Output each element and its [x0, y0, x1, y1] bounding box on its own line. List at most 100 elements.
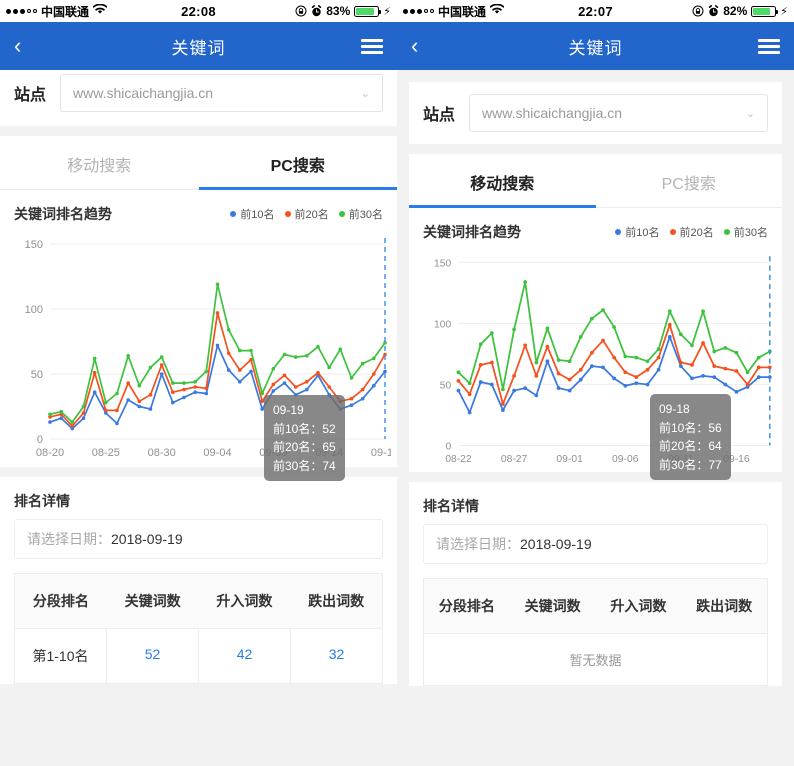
status-bar-left-group: 中国联通 — [6, 3, 295, 20]
svg-text:08-22: 08-22 — [445, 454, 472, 465]
site-select[interactable]: www.shicaichangjia.cn ⌄ — [469, 94, 768, 132]
legend-label: 前20名 — [679, 227, 714, 239]
hamburger-menu-icon[interactable] — [758, 38, 780, 54]
back-button[interactable]: ‹ — [14, 33, 22, 58]
chart-legend: 前10名 前20名 前30名 — [615, 224, 768, 240]
status-bar-right-group: 83% ⚡ — [295, 4, 391, 18]
date-picker-value: 2018-09-19 — [520, 536, 592, 553]
column-header-keywords: 关键词数 — [106, 574, 199, 629]
rank-table: 分段排名 关键词数 升入词数 跌出词数 暂无数据 — [423, 578, 768, 687]
svg-text:08-25: 08-25 — [92, 447, 120, 459]
tab-mobile-search[interactable]: 移动搜索 — [67, 158, 132, 175]
legend-item-top30: 前30名 — [338, 206, 383, 222]
status-bar-left-group: 中国联通 — [403, 3, 692, 20]
legend-item-top30: 前30名 — [723, 224, 768, 240]
tab-mobile-search[interactable]: 移动搜索 — [409, 154, 596, 208]
column-header-range: 分段排名 — [15, 574, 107, 629]
column-header-keywords: 关键词数 — [509, 579, 596, 635]
rotation-lock-icon — [692, 5, 704, 17]
rank-table: 分段排名 关键词数 升入词数 跌出词数 第1-10名 52 42 32 — [14, 573, 383, 684]
column-header-down: 跌出词数 — [681, 579, 767, 635]
svg-text:150: 150 — [434, 259, 451, 270]
rank-detail-card: 排名详情 请选择日期： 2018-09-19 分段排名 关键词数 升入词数 跌出… — [409, 482, 782, 687]
legend-label: 前10名 — [625, 227, 660, 239]
battery-icon — [354, 5, 382, 17]
site-select-value: www.shicaichangjia.cn — [73, 85, 214, 101]
svg-text:09-04: 09-04 — [203, 447, 231, 459]
battery-icon — [751, 5, 779, 17]
cell-range: 第1-10名 — [15, 629, 107, 684]
legend-item-top20: 前20名 — [669, 224, 714, 240]
alarm-clock-icon — [311, 5, 322, 17]
date-picker-value: 2018-09-19 — [111, 531, 183, 547]
site-select-value: www.shicaichangjia.cn — [482, 105, 623, 121]
svg-text:08-27: 08-27 — [501, 454, 528, 465]
rotation-lock-icon — [295, 5, 307, 17]
rank-detail-title: 排名详情 — [423, 498, 479, 515]
chevron-down-icon: ⌄ — [745, 107, 755, 120]
chevron-down-icon: ⌄ — [360, 87, 370, 100]
site-select[interactable]: www.shicaichangjia.cn ⌄ — [60, 74, 383, 112]
svg-text:09-06: 09-06 — [612, 454, 639, 465]
date-picker-placeholder: 请选择日期： — [436, 536, 520, 553]
tab-pc-search[interactable]: PC搜索 — [661, 176, 716, 193]
svg-text:09-16: 09-16 — [723, 454, 750, 465]
chart-title: 关键词排名趋势 — [14, 206, 112, 222]
legend-item-top10: 前10名 — [230, 206, 275, 222]
carrier-name: 中国联通 — [438, 4, 487, 19]
page-content-left: 站点 www.shicaichangjia.cn ⌄ 移动搜索 PC搜索 关键词… — [0, 70, 397, 766]
legend-item-top20: 前20名 — [284, 206, 329, 222]
svg-text:09-11: 09-11 — [668, 454, 694, 465]
status-bar-right: 中国联通 22:07 82% ⚡ — [397, 0, 794, 22]
wifi-icon — [489, 3, 505, 18]
page-title: 关键词 — [568, 38, 623, 58]
site-selector-row: 站点 www.shicaichangjia.cn ⌄ — [409, 82, 782, 144]
chart-svg: 0 50 100 150 08-22 08-27 09-01 09-06 09-11 09-16 — [434, 256, 772, 465]
nav-bar-right: ‹ 关键词 — [397, 22, 794, 70]
table-row: 第1-10名 52 42 32 — [15, 629, 382, 684]
date-picker[interactable]: 请选择日期： 2018-09-19 — [14, 519, 383, 559]
signal-strength-icon — [403, 8, 434, 14]
wifi-icon — [92, 3, 108, 18]
table-header-row: 分段排名 关键词数 升入词数 跌出词数 — [424, 579, 767, 635]
legend-label: 前20名 — [294, 209, 329, 221]
svg-text:50: 50 — [440, 381, 452, 392]
lightning-bolt-icon: ⚡ — [383, 5, 391, 18]
cell-up[interactable]: 42 — [199, 629, 291, 684]
keyword-trend-card: 移动搜索 PC搜索 关键词排名趋势 前10名 前20名 前30名 0 50 100 1… — [0, 136, 397, 482]
svg-text:09-01: 09-01 — [556, 454, 583, 465]
legend-item-top10: 前10名 — [615, 224, 660, 240]
battery-percentage: 83% — [326, 4, 351, 18]
legend-label: 前10名 — [240, 209, 275, 221]
cell-down[interactable]: 32 — [291, 629, 382, 684]
svg-text:09-14: 09-14 — [315, 447, 343, 459]
lightning-bolt-icon: ⚡ — [780, 5, 788, 18]
search-type-tabs: 移动搜索 PC搜索 — [409, 154, 782, 208]
status-bar-right-group: 82% ⚡ — [692, 4, 788, 18]
search-type-tabs: 移动搜索 PC搜索 — [0, 136, 397, 190]
hamburger-menu-icon[interactable] — [361, 38, 383, 54]
column-header-up: 升入词数 — [595, 579, 682, 635]
page-content-right: 站点 www.shicaichangjia.cn ⌄ 移动搜索 PC搜索 关键词… — [397, 70, 794, 766]
svg-text:09-09: 09-09 — [259, 447, 287, 459]
table-empty-state: 暂无数据 — [424, 634, 767, 687]
svg-text:09-19: 09-19 — [371, 447, 391, 459]
status-bar-left: 中国联通 22:08 83% ⚡ — [0, 0, 397, 22]
rank-detail-card: 排名详情 请选择日期： 2018-09-19 分段排名 关键词数 升入词数 跌出… — [0, 477, 397, 684]
keyword-rank-trend-chart: 0 50 100 150 08-22 08-27 09-01 09-06 09-11 09-16 … — [409, 246, 782, 481]
back-button[interactable]: ‹ — [411, 33, 419, 58]
chart-svg: 0 50 100 150 08-20 08-25 08-30 09-04 09-09 09-14 0… — [25, 238, 391, 459]
cell-keywords[interactable]: 52 — [107, 629, 199, 684]
site-label: 站点 — [423, 107, 456, 124]
svg-text:100: 100 — [434, 320, 451, 331]
date-picker[interactable]: 请选择日期： 2018-09-19 — [423, 524, 768, 565]
carrier-name: 中国联通 — [41, 4, 90, 19]
phone-screen-right: 中国联通 22:07 82% ⚡ ‹ 关键词 — [397, 0, 794, 766]
page-title: 关键词 — [171, 38, 226, 58]
svg-text:08-20: 08-20 — [36, 447, 64, 459]
tab-pc-search[interactable]: PC搜索 — [198, 136, 398, 190]
column-header-down: 跌出词数 — [290, 574, 382, 629]
chart-title: 关键词排名趋势 — [423, 224, 521, 240]
legend-label: 前30名 — [348, 209, 383, 221]
